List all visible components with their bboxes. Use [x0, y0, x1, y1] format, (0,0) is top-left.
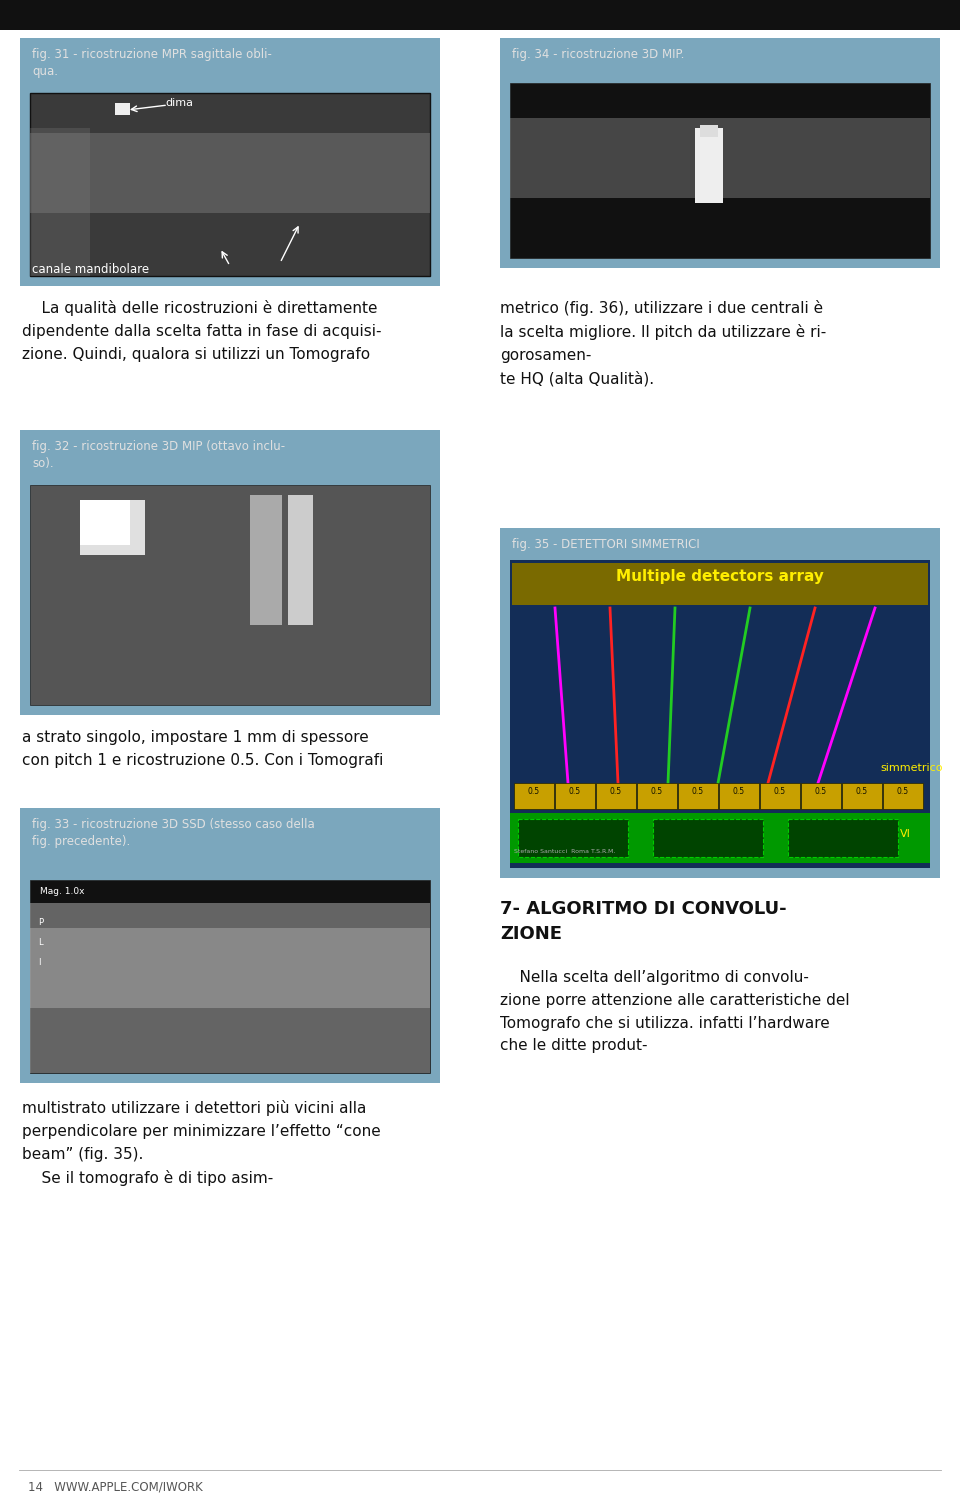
Bar [678, 784, 718, 809]
Bar [883, 784, 923, 809]
Text: a strato singolo, impostare 1 mm di spessore
con pitch 1 e ricostruzione 0.5. Co: a strato singolo, impostare 1 mm di spes… [22, 729, 383, 767]
Bar [514, 784, 554, 809]
Text: fig. 31 - ricostruzione MPR sagittale obli-
qua.: fig. 31 - ricostruzione MPR sagittale ob… [32, 48, 272, 79]
Bar [30, 903, 430, 1074]
Bar [510, 560, 930, 868]
Bar [115, 103, 130, 115]
Bar [500, 38, 940, 267]
Bar [30, 880, 430, 1074]
Text: 0.5: 0.5 [897, 787, 909, 796]
Text: 0.5: 0.5 [692, 787, 704, 796]
Bar [518, 818, 628, 858]
Bar [760, 784, 800, 809]
Bar [30, 485, 430, 705]
Text: dima: dima [165, 98, 193, 109]
Bar [555, 784, 595, 809]
Text: 0.5: 0.5 [774, 787, 786, 796]
Text: P: P [38, 918, 43, 927]
Bar [20, 38, 440, 285]
Text: 14   WWW.APPLE.COM/IWORK: 14 WWW.APPLE.COM/IWORK [28, 1480, 203, 1493]
Text: fig. 34 - ricostruzione 3D MIP.: fig. 34 - ricostruzione 3D MIP. [512, 48, 684, 60]
Bar [512, 563, 928, 606]
Text: metrico (fig. 36), utilizzare i due centrali è
la scelta migliore. Il pitch da u: metrico (fig. 36), utilizzare i due cent… [500, 300, 827, 387]
Bar [80, 500, 145, 556]
Bar [788, 818, 898, 858]
Bar [30, 94, 430, 276]
Text: fig. 32 - ricostruzione 3D MIP (ottavo inclu-
so).: fig. 32 - ricostruzione 3D MIP (ottavo i… [32, 439, 285, 471]
Text: L: L [38, 938, 42, 947]
Bar [510, 83, 930, 258]
Bar [510, 560, 930, 868]
Text: 0.5: 0.5 [610, 787, 622, 796]
Bar [30, 929, 430, 1009]
Text: VI: VI [900, 829, 910, 840]
Bar [596, 784, 636, 809]
Bar [30, 133, 430, 213]
Text: Stefano Santucci  Roma T.S.R.M.: Stefano Santucci Roma T.S.R.M. [514, 849, 615, 855]
Bar [719, 784, 759, 809]
Text: Nella scelta dell’algoritmo di convolu-
zione porre attenzione alle caratteristi: Nella scelta dell’algoritmo di convolu- … [500, 969, 850, 1054]
Bar [510, 118, 930, 198]
Text: 7- ALGORITMO DI CONVOLU-
ZIONE: 7- ALGORITMO DI CONVOLU- ZIONE [500, 900, 786, 944]
Text: I: I [38, 957, 40, 966]
Text: 0.5: 0.5 [569, 787, 581, 796]
Text: 0.5: 0.5 [528, 787, 540, 796]
Text: multistrato utilizzare i detettori più vicini alla
perpendicolare per minimizzar: multistrato utilizzare i detettori più v… [22, 1099, 381, 1185]
Text: La qualità delle ricostruzioni è direttamente
dipendente dalla scelta fatta in f: La qualità delle ricostruzioni è diretta… [22, 300, 381, 361]
Bar [801, 784, 841, 809]
Bar [250, 495, 282, 625]
Bar [695, 128, 723, 202]
Text: 0.5: 0.5 [732, 787, 745, 796]
Bar [0, 0, 960, 30]
Bar [80, 500, 130, 545]
Text: simmetrico: simmetrico [880, 763, 943, 773]
Bar [637, 784, 677, 809]
Text: 0.5: 0.5 [856, 787, 868, 796]
Text: Multiple detectors array: Multiple detectors array [616, 569, 824, 584]
Bar [30, 128, 90, 276]
Text: Mag. 1.0x: Mag. 1.0x [40, 886, 84, 895]
Bar [653, 818, 763, 858]
Text: 0.5: 0.5 [651, 787, 663, 796]
Bar [20, 808, 440, 1083]
Text: 0.5: 0.5 [815, 787, 828, 796]
Text: canale mandibolare: canale mandibolare [32, 263, 149, 276]
Text: fig. 33 - ricostruzione 3D SSD (stesso caso della
fig. precedente).: fig. 33 - ricostruzione 3D SSD (stesso c… [32, 818, 315, 849]
Bar [510, 812, 930, 864]
Bar [500, 528, 940, 877]
Bar [842, 784, 882, 809]
Bar [288, 495, 313, 625]
Text: fig. 35 - DETETTORI SIMMETRICI: fig. 35 - DETETTORI SIMMETRICI [512, 538, 700, 551]
Bar [20, 430, 440, 716]
Bar [700, 125, 718, 137]
